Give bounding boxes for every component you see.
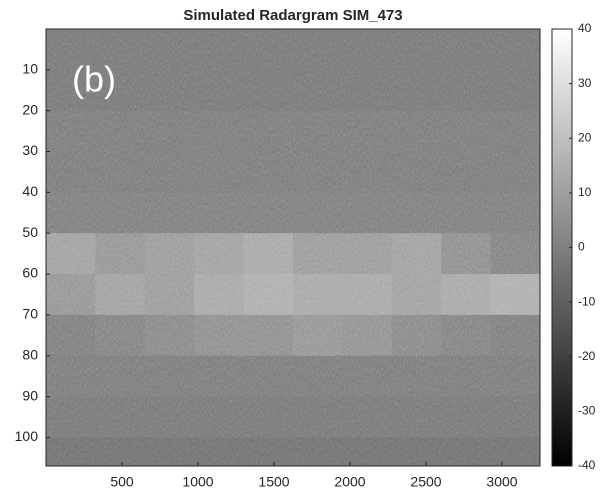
y-tick-label: 50 — [22, 224, 38, 240]
texture — [46, 29, 540, 466]
x-tick-label: 2500 — [410, 474, 441, 490]
y-tick-label: 20 — [22, 101, 38, 117]
x-tick-label: 2000 — [334, 474, 365, 490]
y-tick-label: 100 — [15, 428, 39, 444]
colorbar-tick-label: 40 — [578, 21, 592, 35]
colorbar-tick-label: 20 — [578, 130, 592, 144]
y-tick-label: 40 — [22, 183, 38, 199]
chart-title: Simulated Radargram SIM_473 — [183, 7, 402, 24]
y-tick-label: 90 — [22, 387, 38, 403]
y-tick-label: 30 — [22, 142, 38, 158]
x-tick-label: 1000 — [182, 474, 213, 490]
plot-frame — [45, 28, 541, 467]
colorbar-tick-label: -10 — [578, 294, 596, 308]
colorbar-tick-label: 30 — [578, 76, 592, 90]
y-tick-label: 70 — [22, 306, 38, 322]
y-tick-label: 10 — [22, 61, 38, 77]
colorbar-tick-label: 0 — [578, 240, 585, 254]
x-tick-label: 3000 — [486, 474, 517, 490]
colorbar-tick-label: -20 — [578, 349, 596, 363]
colorbar-tick-label: -30 — [578, 404, 596, 418]
x-tick-label: 500 — [110, 474, 134, 490]
annotation: (b) — [72, 59, 116, 100]
y-tick-label: 60 — [22, 265, 38, 281]
colorbar-tick-label: 10 — [578, 185, 592, 199]
x-tick-label: 1500 — [258, 474, 289, 490]
colorbar-tick-label: -40 — [578, 458, 596, 472]
y-tick-label: 80 — [22, 346, 38, 362]
